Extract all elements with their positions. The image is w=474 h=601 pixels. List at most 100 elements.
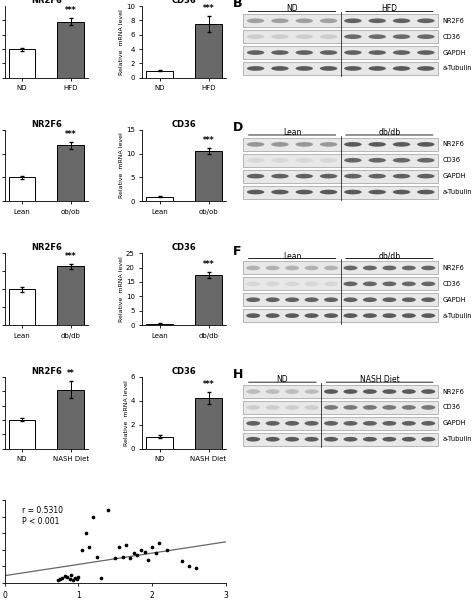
Ellipse shape — [344, 66, 362, 71]
Ellipse shape — [393, 142, 410, 147]
Ellipse shape — [246, 266, 260, 270]
Title: NR2F6: NR2F6 — [31, 367, 62, 376]
Point — [97, 573, 104, 583]
Point — [90, 512, 97, 522]
Ellipse shape — [295, 174, 313, 178]
Ellipse shape — [295, 19, 313, 23]
Ellipse shape — [363, 405, 377, 410]
Title: CD36: CD36 — [172, 0, 196, 5]
Point — [145, 555, 152, 565]
Ellipse shape — [417, 174, 435, 178]
Polygon shape — [244, 169, 438, 183]
Ellipse shape — [271, 34, 289, 39]
Ellipse shape — [368, 142, 386, 147]
Point — [178, 557, 185, 566]
Point — [78, 545, 86, 555]
Ellipse shape — [344, 50, 362, 55]
Ellipse shape — [246, 281, 260, 286]
Ellipse shape — [421, 405, 435, 410]
Title: CD36: CD36 — [172, 120, 196, 129]
Ellipse shape — [344, 266, 357, 270]
Ellipse shape — [265, 266, 280, 270]
Text: ND: ND — [286, 4, 298, 13]
Ellipse shape — [265, 421, 280, 426]
Ellipse shape — [247, 142, 264, 147]
Ellipse shape — [320, 66, 337, 71]
Ellipse shape — [265, 297, 280, 302]
Point — [122, 540, 130, 550]
Ellipse shape — [393, 190, 410, 194]
Ellipse shape — [368, 19, 386, 23]
Bar — [9, 289, 36, 325]
Y-axis label: Relative  mRNA level: Relative mRNA level — [119, 256, 124, 322]
Ellipse shape — [271, 19, 289, 23]
Ellipse shape — [393, 66, 410, 71]
Polygon shape — [244, 293, 438, 307]
Text: ***: *** — [203, 260, 214, 269]
Text: H: H — [232, 368, 243, 381]
Text: Lean: Lean — [283, 128, 301, 137]
Ellipse shape — [363, 266, 377, 270]
Text: GAPDH: GAPDH — [442, 173, 466, 179]
Point — [73, 574, 81, 584]
Text: ND: ND — [276, 375, 288, 384]
Ellipse shape — [324, 266, 338, 270]
Title: NR2F6: NR2F6 — [31, 243, 62, 252]
Ellipse shape — [421, 297, 435, 302]
Ellipse shape — [324, 437, 338, 442]
Ellipse shape — [344, 158, 362, 163]
Point — [82, 529, 90, 538]
Polygon shape — [244, 46, 438, 59]
Ellipse shape — [402, 437, 416, 442]
Ellipse shape — [305, 281, 319, 286]
Y-axis label: Relative  mRNA level: Relative mRNA level — [124, 380, 129, 445]
Ellipse shape — [265, 405, 280, 410]
Ellipse shape — [417, 158, 435, 163]
Ellipse shape — [393, 34, 410, 39]
Ellipse shape — [417, 19, 435, 23]
Bar — [9, 49, 36, 78]
Ellipse shape — [305, 297, 319, 302]
Ellipse shape — [246, 421, 260, 426]
Ellipse shape — [402, 421, 416, 426]
Title: NR2F6: NR2F6 — [31, 0, 62, 5]
Point — [86, 542, 93, 552]
Text: ***: *** — [203, 4, 214, 13]
Ellipse shape — [247, 158, 264, 163]
Ellipse shape — [363, 313, 377, 318]
Ellipse shape — [295, 158, 313, 163]
Point — [67, 570, 75, 579]
Ellipse shape — [246, 437, 260, 442]
Ellipse shape — [363, 421, 377, 426]
Ellipse shape — [402, 405, 416, 410]
Ellipse shape — [417, 142, 435, 147]
Bar — [57, 389, 84, 448]
Ellipse shape — [285, 405, 299, 410]
Ellipse shape — [324, 297, 338, 302]
Text: B: B — [232, 0, 242, 10]
Ellipse shape — [363, 297, 377, 302]
Point — [69, 575, 76, 585]
Bar — [146, 437, 173, 448]
Polygon shape — [244, 277, 438, 290]
Ellipse shape — [344, 281, 357, 286]
Polygon shape — [244, 401, 438, 414]
Text: ***: *** — [203, 136, 214, 145]
Ellipse shape — [271, 158, 289, 163]
Polygon shape — [244, 385, 438, 398]
Ellipse shape — [344, 421, 357, 426]
Ellipse shape — [320, 19, 337, 23]
Ellipse shape — [417, 66, 435, 71]
Ellipse shape — [246, 389, 260, 394]
Polygon shape — [244, 309, 438, 322]
Text: HFD: HFD — [382, 4, 397, 13]
Text: a-Tubulin: a-Tubulin — [442, 436, 472, 442]
Ellipse shape — [417, 190, 435, 194]
Ellipse shape — [324, 313, 338, 318]
Ellipse shape — [265, 437, 280, 442]
Text: GAPDH: GAPDH — [442, 297, 466, 303]
Point — [141, 547, 148, 557]
Text: db/db: db/db — [378, 128, 401, 137]
Polygon shape — [244, 417, 438, 430]
Ellipse shape — [383, 266, 396, 270]
